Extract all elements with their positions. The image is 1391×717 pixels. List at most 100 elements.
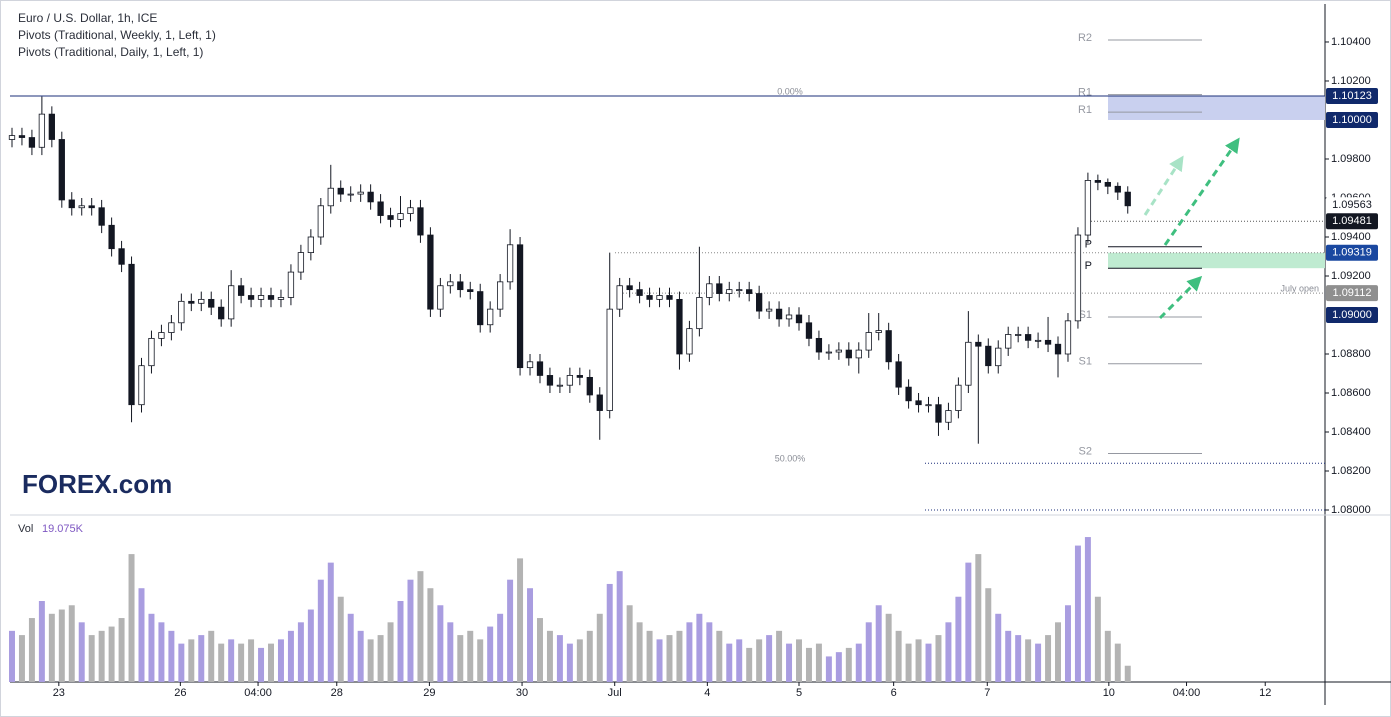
candle-body [257, 295, 265, 300]
candle-body [636, 289, 643, 296]
volume-bar [1055, 622, 1062, 682]
volume-bar [905, 643, 912, 682]
volume-bar [377, 635, 384, 682]
volume-bar [178, 643, 185, 682]
candle-body [387, 215, 394, 220]
volume-bar [736, 639, 743, 682]
volume-bar [1104, 630, 1111, 682]
pivot-label: S1 [1079, 309, 1092, 321]
volume-bar [746, 647, 753, 682]
volume-bar [885, 613, 892, 682]
pivot-label: P [1085, 260, 1092, 272]
price-badge [1326, 197, 1378, 214]
volume-bar [875, 605, 882, 682]
candle-body [1094, 180, 1102, 183]
volume-bar [327, 562, 334, 682]
header-line: Pivots (Traditional, Daily, 1, Left, 1) [18, 45, 203, 59]
y-tick-label: 1.08400 [1331, 426, 1371, 438]
zone [1108, 95, 1325, 120]
volume-bar [397, 601, 404, 682]
volume-bar [606, 583, 613, 682]
price-badge [1326, 285, 1378, 302]
candle-body [18, 135, 26, 138]
volume-bar [118, 618, 125, 682]
volume-bar [477, 639, 484, 682]
volume-bar [756, 639, 763, 682]
volume-bar [507, 579, 514, 682]
volume-bar [297, 622, 304, 682]
volume-bar [48, 613, 55, 682]
candle-body [626, 285, 633, 291]
price-badge [1326, 213, 1378, 230]
volume-bar [357, 630, 364, 682]
volume-bar [138, 588, 145, 682]
candle-body [925, 404, 932, 407]
candle-body [118, 248, 125, 265]
candle-body [447, 281, 454, 287]
candle-body [1054, 343, 1062, 355]
y-tick-label: 1.10200 [1331, 75, 1371, 87]
candle-body [656, 295, 663, 300]
volume-bar [38, 601, 45, 682]
candle-body [477, 291, 484, 326]
volume-bar [686, 622, 693, 682]
y-tick-label: 1.08200 [1331, 465, 1371, 477]
volume-bar [188, 639, 195, 682]
volume-bar [835, 652, 842, 682]
volume-bar [9, 630, 15, 682]
price-badge [1326, 111, 1378, 128]
candle-body [178, 300, 185, 324]
volume-bar [68, 605, 75, 682]
volume-bar [527, 588, 534, 682]
candle-body [98, 207, 105, 226]
volume-bar [307, 609, 314, 682]
volume-bar [805, 647, 812, 682]
volume-bar [676, 630, 683, 682]
pivot-label: S1 [1079, 356, 1092, 368]
candle-body [975, 341, 982, 347]
candle-body [417, 207, 424, 236]
price-badge-label: 1.09112 [1333, 287, 1372, 299]
volume-bar [626, 605, 633, 682]
level-label: July open [1280, 284, 1319, 294]
volume-bar [766, 635, 773, 682]
candle-body [397, 213, 404, 220]
candle-body [815, 337, 823, 353]
candle-body [576, 375, 583, 378]
candle-body [1104, 181, 1111, 187]
candle-body [995, 347, 1002, 367]
logo: FOREX.com [22, 469, 172, 499]
candle-body [496, 281, 504, 310]
volume-bar [706, 622, 713, 682]
volume-bar [656, 639, 663, 682]
volume-bar [935, 635, 942, 682]
volume-bar [576, 639, 583, 682]
volume-bar [1114, 643, 1121, 682]
candle-body [686, 328, 693, 355]
x-tick-label: 04:00 [1173, 687, 1201, 699]
candle-body [586, 376, 593, 396]
price-badge [1326, 244, 1378, 261]
candle-body [775, 308, 783, 320]
volume-bar [1124, 665, 1131, 682]
volume-bar [556, 635, 563, 682]
candle-body [556, 384, 564, 387]
volume-bar [815, 643, 822, 682]
volume-bar [1064, 605, 1071, 682]
volume-bar [636, 622, 643, 682]
candle-body [526, 361, 534, 369]
candle-body [277, 297, 285, 300]
candle-body [48, 113, 55, 140]
header-line: Pivots (Traditional, Weekly, 1, Left, 1) [18, 28, 216, 42]
candle-body [168, 322, 175, 333]
candle-body [765, 308, 773, 312]
volume-bar [387, 622, 394, 682]
volume-bar [796, 639, 802, 682]
candle-body [267, 295, 275, 300]
candle-body [536, 361, 544, 376]
volume-bar [596, 613, 603, 682]
candle-body [516, 244, 524, 369]
x-tick-label: 28 [331, 687, 343, 699]
volume-bar [726, 643, 733, 682]
volume-bar [427, 588, 434, 682]
